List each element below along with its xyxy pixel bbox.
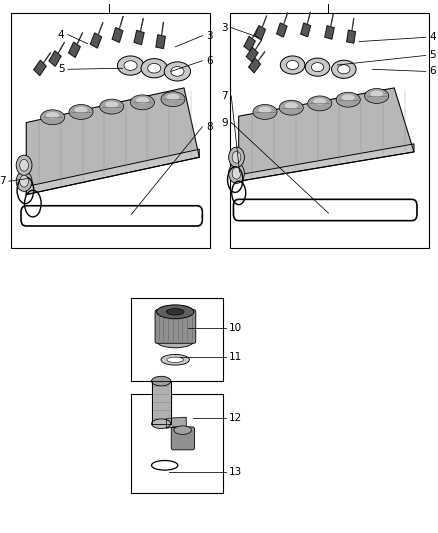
Ellipse shape xyxy=(280,56,305,74)
Text: 11: 11 xyxy=(229,352,242,362)
Ellipse shape xyxy=(152,376,171,386)
Polygon shape xyxy=(134,30,144,45)
Text: 2: 2 xyxy=(324,0,331,2)
Ellipse shape xyxy=(164,62,191,81)
Ellipse shape xyxy=(332,60,356,78)
Ellipse shape xyxy=(166,309,184,315)
Text: 1: 1 xyxy=(105,0,112,2)
Polygon shape xyxy=(255,26,265,40)
Polygon shape xyxy=(34,60,46,76)
Ellipse shape xyxy=(338,65,350,74)
Text: 7: 7 xyxy=(0,176,5,186)
Polygon shape xyxy=(244,36,255,51)
Ellipse shape xyxy=(20,175,28,187)
Text: 10: 10 xyxy=(229,323,242,333)
Text: 4: 4 xyxy=(58,30,64,39)
Bar xyxy=(131,298,223,381)
Ellipse shape xyxy=(258,107,272,113)
Text: 8: 8 xyxy=(206,122,212,132)
Ellipse shape xyxy=(232,151,241,163)
Ellipse shape xyxy=(305,58,330,76)
Bar xyxy=(11,13,210,248)
Polygon shape xyxy=(26,88,199,195)
Ellipse shape xyxy=(286,60,299,70)
Text: 4: 4 xyxy=(429,33,436,42)
Ellipse shape xyxy=(174,426,191,434)
Ellipse shape xyxy=(16,171,32,191)
Polygon shape xyxy=(26,149,199,195)
FancyBboxPatch shape xyxy=(155,310,196,343)
Polygon shape xyxy=(112,28,123,42)
Ellipse shape xyxy=(229,147,244,167)
Ellipse shape xyxy=(161,92,185,107)
Ellipse shape xyxy=(40,110,64,125)
Ellipse shape xyxy=(279,100,304,115)
Ellipse shape xyxy=(157,305,194,319)
Bar xyxy=(131,394,223,493)
Ellipse shape xyxy=(148,63,161,73)
Polygon shape xyxy=(239,88,414,181)
Ellipse shape xyxy=(157,335,194,348)
Polygon shape xyxy=(166,417,186,428)
Ellipse shape xyxy=(74,107,88,113)
Polygon shape xyxy=(156,35,165,49)
Ellipse shape xyxy=(141,59,167,78)
Ellipse shape xyxy=(342,94,355,101)
Ellipse shape xyxy=(69,104,93,119)
Ellipse shape xyxy=(124,61,137,70)
Ellipse shape xyxy=(99,99,124,114)
Text: 7: 7 xyxy=(221,91,228,101)
Ellipse shape xyxy=(16,155,32,175)
Ellipse shape xyxy=(232,167,241,179)
Polygon shape xyxy=(347,30,356,43)
Text: 6: 6 xyxy=(206,56,212,66)
Ellipse shape xyxy=(152,419,171,429)
Polygon shape xyxy=(69,42,80,58)
Ellipse shape xyxy=(20,159,28,171)
Ellipse shape xyxy=(336,92,360,107)
Ellipse shape xyxy=(136,97,149,103)
Polygon shape xyxy=(239,144,414,181)
Text: 3: 3 xyxy=(206,31,212,41)
Polygon shape xyxy=(152,381,171,424)
Ellipse shape xyxy=(131,95,154,110)
Polygon shape xyxy=(247,47,258,62)
FancyBboxPatch shape xyxy=(171,427,194,450)
Ellipse shape xyxy=(311,63,324,72)
Text: 12: 12 xyxy=(229,414,242,423)
Text: 9: 9 xyxy=(221,118,228,127)
Ellipse shape xyxy=(166,94,180,100)
Text: 13: 13 xyxy=(229,467,242,477)
Polygon shape xyxy=(277,23,287,37)
Ellipse shape xyxy=(105,101,118,108)
Ellipse shape xyxy=(364,88,389,103)
Polygon shape xyxy=(49,51,61,66)
Ellipse shape xyxy=(46,112,59,118)
Ellipse shape xyxy=(370,91,383,97)
Polygon shape xyxy=(91,33,102,48)
Ellipse shape xyxy=(171,67,184,76)
Polygon shape xyxy=(301,23,311,37)
Ellipse shape xyxy=(285,102,298,109)
Ellipse shape xyxy=(307,96,332,111)
Ellipse shape xyxy=(313,98,326,104)
Text: 5: 5 xyxy=(429,51,436,60)
Text: 3: 3 xyxy=(221,23,228,33)
Ellipse shape xyxy=(161,354,190,365)
Text: 6: 6 xyxy=(429,67,436,76)
Ellipse shape xyxy=(253,104,277,119)
Ellipse shape xyxy=(117,56,144,75)
Text: 5: 5 xyxy=(58,64,64,74)
Ellipse shape xyxy=(167,357,184,362)
Ellipse shape xyxy=(229,163,244,183)
Polygon shape xyxy=(325,26,334,39)
Polygon shape xyxy=(249,58,261,73)
Bar xyxy=(230,13,429,248)
